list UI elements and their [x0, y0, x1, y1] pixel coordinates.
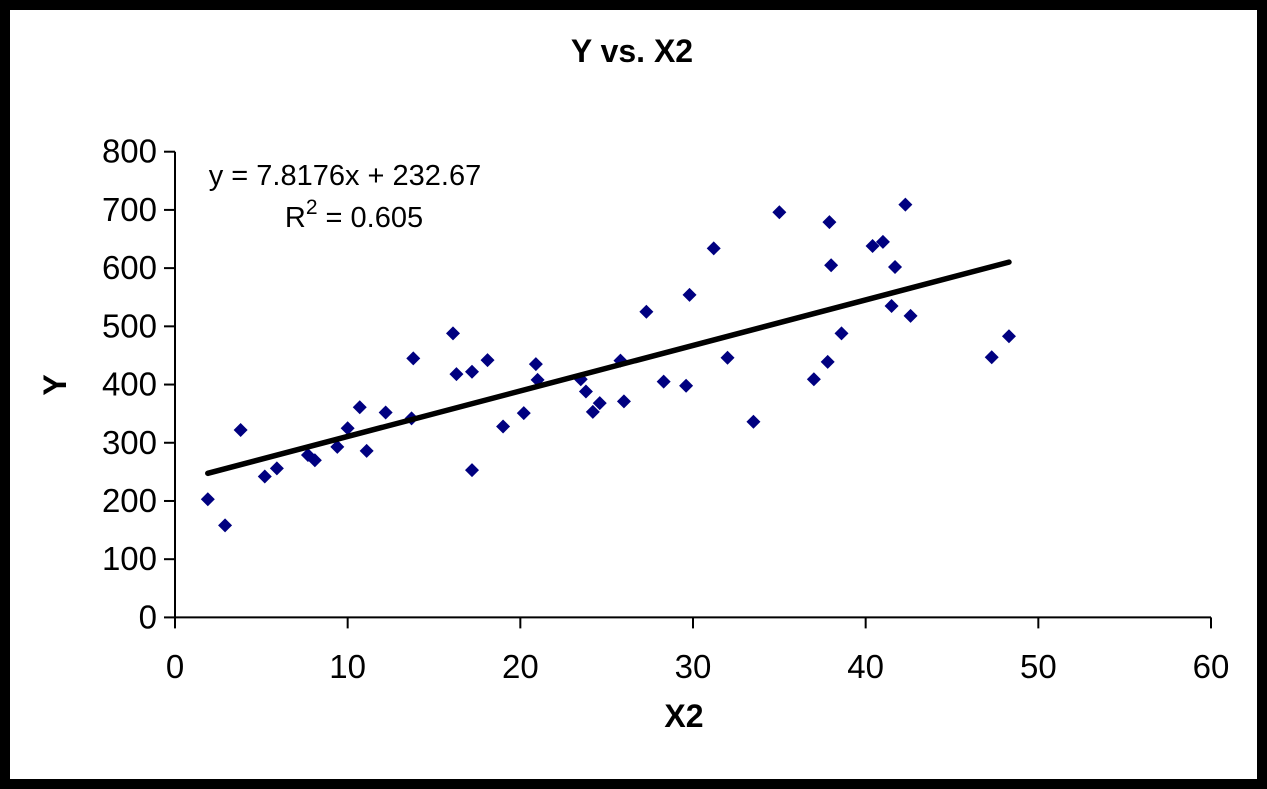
scatter-point [772, 205, 787, 220]
scatter-point [984, 350, 999, 365]
scatter-point [257, 469, 272, 484]
r-squared-base: R [285, 202, 306, 234]
x-tick-label: 0 [166, 648, 184, 685]
scatter-point [445, 326, 460, 341]
scatter-point [578, 384, 593, 399]
y-tick-label: 500 [102, 307, 157, 344]
scatter-point [875, 234, 890, 249]
scatter-point [903, 308, 918, 323]
scatter-point [464, 364, 479, 379]
trendline-equation: y = 7.8176x + 232.67 [209, 160, 482, 192]
scatter-point [464, 463, 479, 478]
plot-area: 0 100 200 300 400 500 600 700 800 0 10 20 30 40 50 60 [102, 133, 1229, 685]
scatter-point [682, 287, 697, 302]
y-tick-label: 800 [102, 133, 157, 170]
scatter-point [806, 372, 821, 387]
x-tick-label: 30 [675, 648, 712, 685]
y-axis-title: Y [37, 374, 73, 395]
scatter-point [449, 367, 464, 382]
scatter-point [884, 298, 899, 313]
scatter-point [656, 374, 671, 389]
scatter-point [340, 421, 355, 436]
y-tick-label: 400 [102, 366, 157, 403]
scatter-point [269, 461, 284, 476]
scatter-point [888, 259, 903, 274]
scatter-point [720, 350, 735, 365]
scatter-point [330, 439, 345, 454]
scatter-point [233, 422, 248, 437]
scatter-chart: Y vs. X2 y = 7.8176x + 232.67 R2 = 0.605… [37, 33, 1229, 734]
scatter-point [865, 239, 880, 254]
scatter-point [200, 492, 215, 507]
scatter-point [1001, 329, 1016, 344]
y-tick-label: 0 [139, 598, 157, 635]
scatter-point [307, 453, 322, 468]
scatter-point [378, 405, 393, 420]
r-squared-superscript: 2 [306, 196, 318, 219]
r-squared-label: R2 = 0.605 [285, 196, 423, 234]
scatter-point [528, 357, 543, 372]
chart-title: Y vs. X2 [571, 33, 693, 69]
scatter-point [352, 400, 367, 415]
scatter-point [639, 304, 654, 319]
scatter-point [218, 518, 233, 533]
scatter-point [824, 258, 839, 273]
scatter-point [480, 353, 495, 368]
x-tick-label: 40 [847, 648, 884, 685]
r-squared-value: = 0.605 [318, 202, 424, 234]
scatter-point [359, 443, 374, 458]
scatter-point [822, 215, 837, 230]
scatter-point [592, 396, 607, 411]
scatter-point [406, 351, 421, 366]
scatter-point [898, 197, 913, 212]
scatter-point [496, 419, 511, 434]
scatter-point [820, 354, 835, 369]
chart-canvas: Y vs. X2 y = 7.8176x + 232.67 R2 = 0.605… [10, 10, 1257, 779]
scatter-point [516, 406, 531, 421]
x-tick-label: 20 [502, 648, 539, 685]
scatter-point [616, 394, 631, 409]
y-tick-label: 300 [102, 424, 157, 461]
x-tick-label: 60 [1193, 648, 1230, 685]
scatter-point [834, 326, 849, 341]
scatter-point [679, 378, 694, 393]
scatter-point [706, 241, 721, 256]
y-tick-label: 100 [102, 540, 157, 577]
scatter-point [746, 414, 761, 429]
x-axis-title: X2 [664, 698, 703, 734]
x-tick-label: 50 [1020, 648, 1057, 685]
y-tick-label: 200 [102, 482, 157, 519]
y-tick-label: 600 [102, 249, 157, 286]
y-tick-label: 700 [102, 191, 157, 228]
scatter-point [585, 404, 600, 419]
x-tick-label: 10 [329, 648, 366, 685]
trendline [205, 259, 1012, 477]
